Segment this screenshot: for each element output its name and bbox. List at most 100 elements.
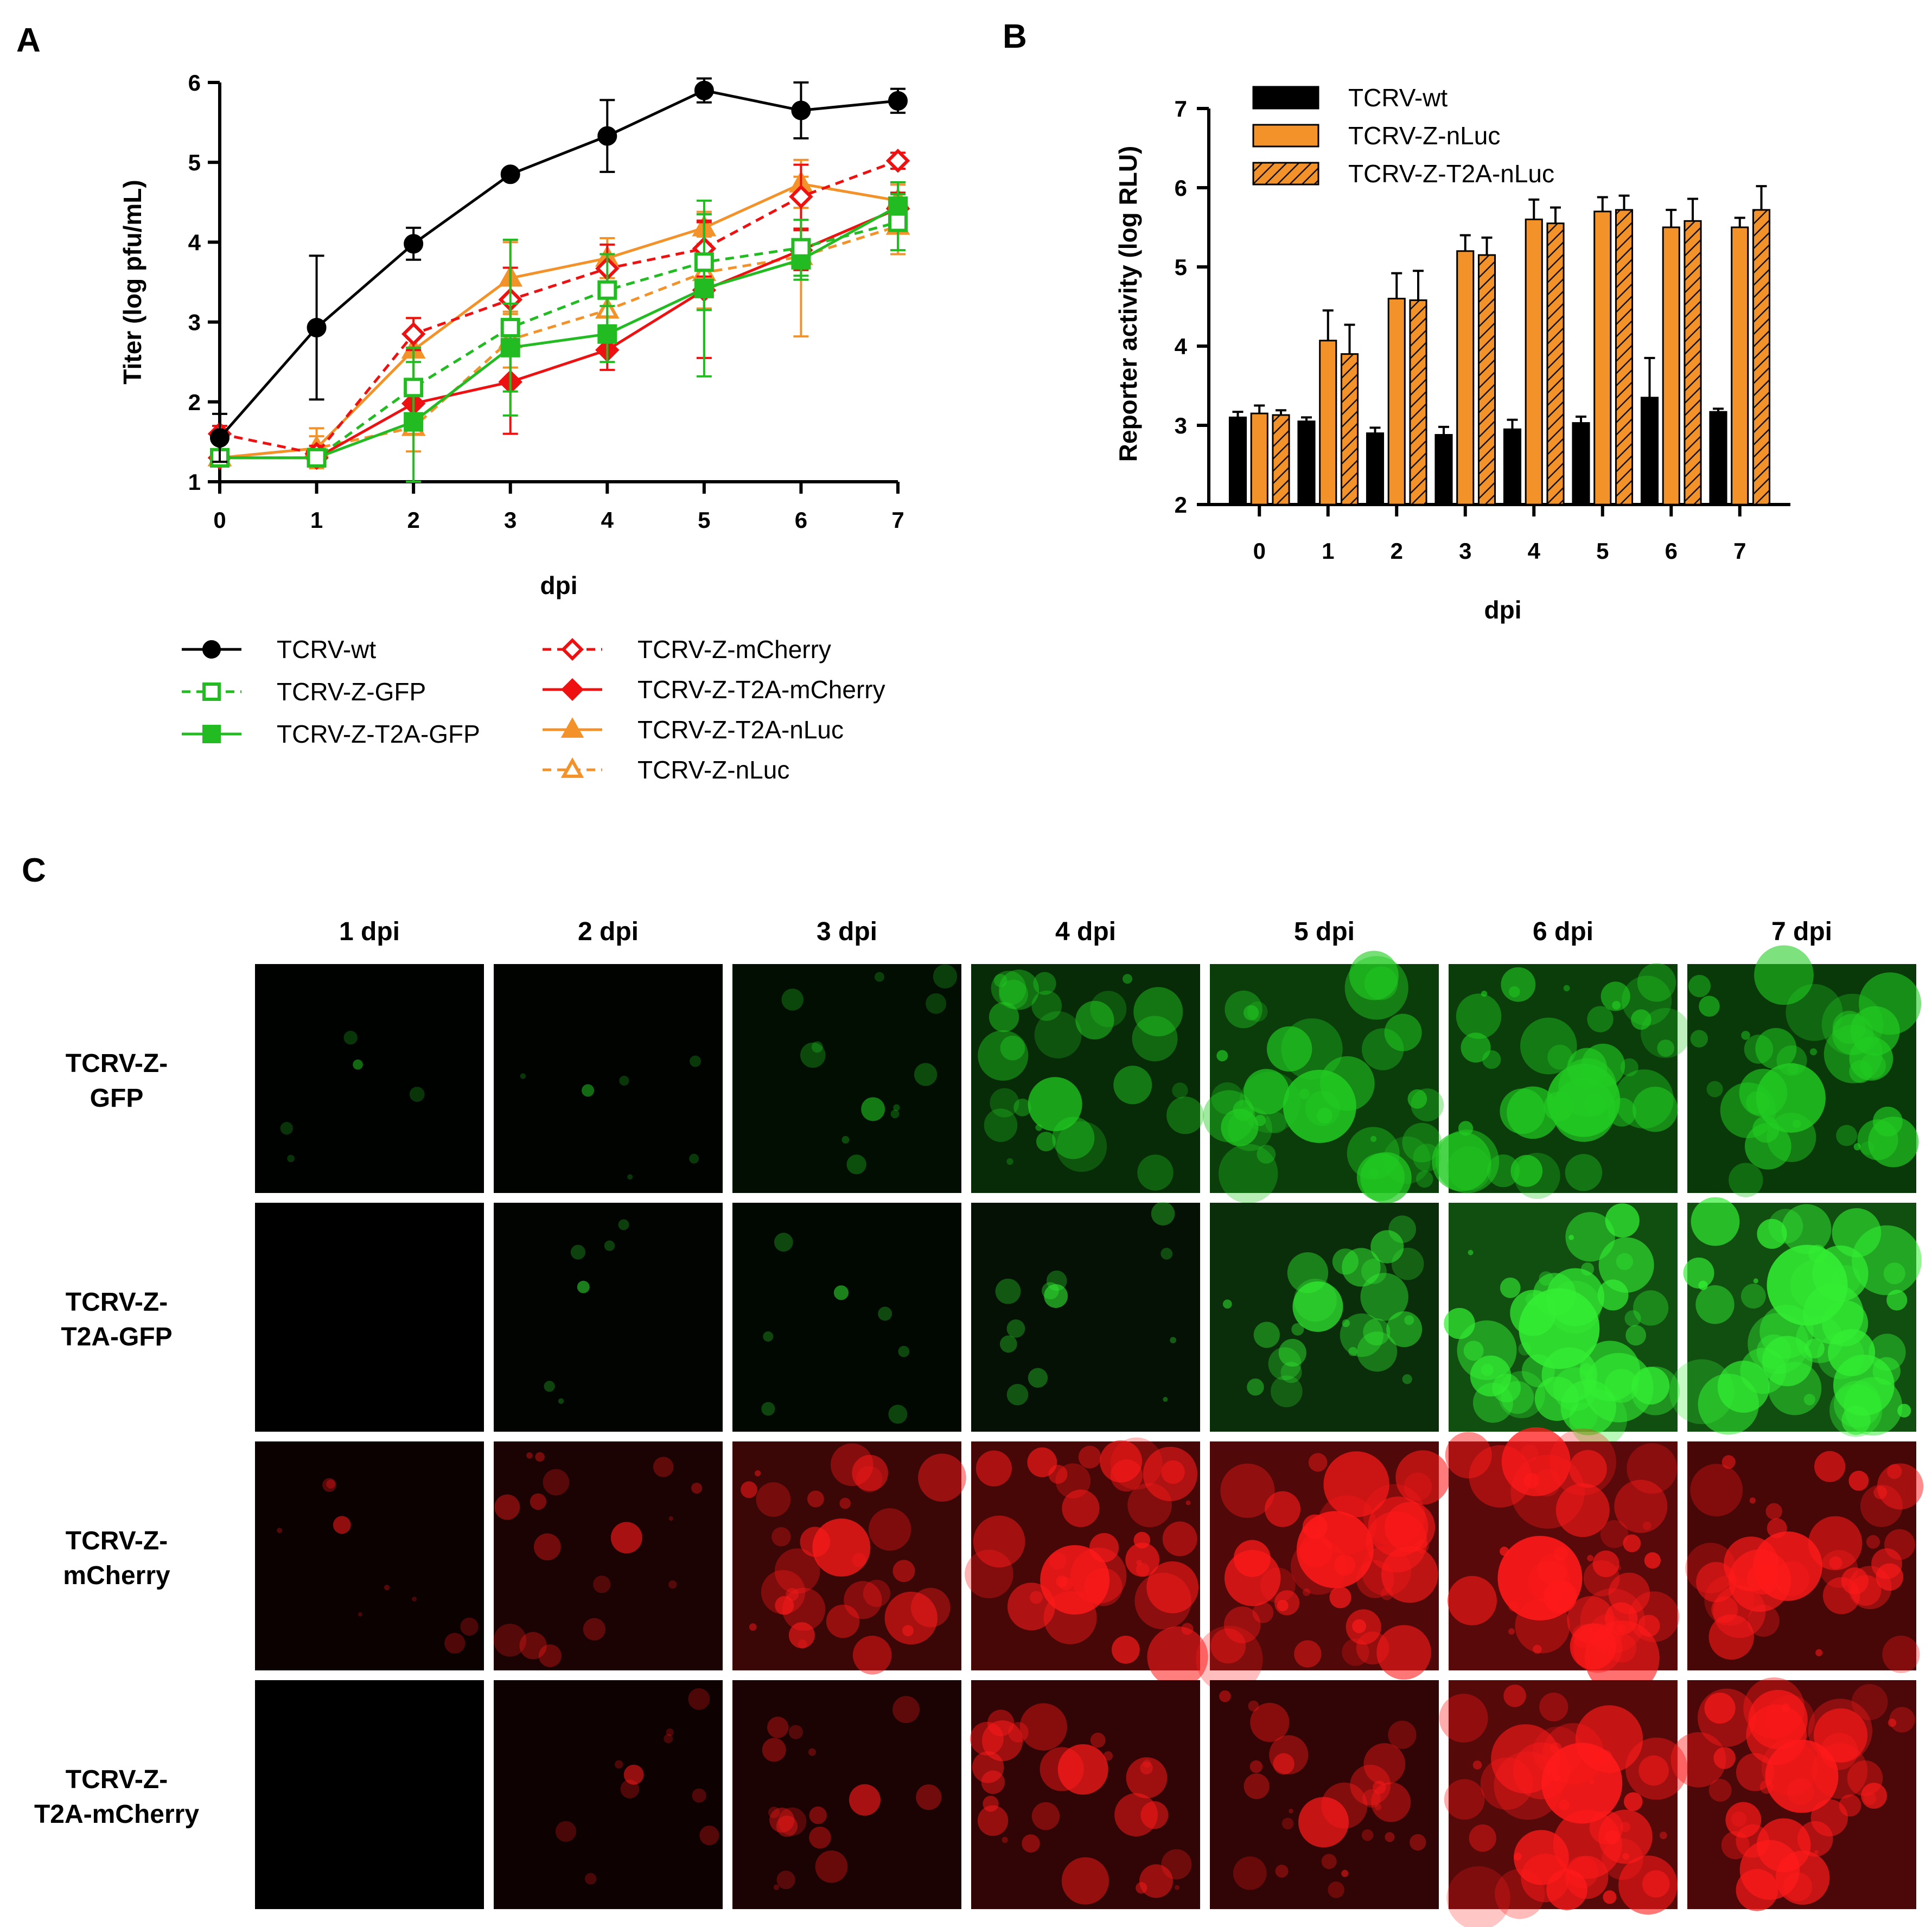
signal-blob (1813, 1708, 1868, 1763)
chart-b-y-tick-label: 3 (1175, 413, 1187, 438)
signal-blob (1748, 1689, 1808, 1750)
signal-blob (1132, 1016, 1178, 1062)
signal-blob (543, 1469, 570, 1496)
signal-blob (1439, 1694, 1488, 1743)
data-point (885, 149, 910, 173)
signal-blob (1414, 1539, 1429, 1554)
signal-blob (1161, 1849, 1192, 1880)
image-haze (971, 1203, 1200, 1432)
signal-blob (1510, 1454, 1585, 1529)
fluorescence-image (1432, 963, 1691, 1199)
signal-blob (973, 1515, 1025, 1568)
panel-c-letter: C (22, 852, 46, 889)
signal-blob (761, 1569, 806, 1615)
signal-blob (990, 1088, 1019, 1118)
signal-blob (1695, 1285, 1735, 1324)
signal-blob (1281, 1817, 1294, 1830)
signal-blob (614, 1760, 623, 1769)
signal-blob (1013, 1099, 1031, 1116)
fluorescence-image (965, 1437, 1208, 1688)
signal-blob (769, 1807, 795, 1833)
chart-b-y-tick-label: 5 (1175, 254, 1187, 280)
fluorescence-image (494, 1203, 723, 1432)
signal-blob (910, 1587, 951, 1628)
signal-blob (1706, 1081, 1723, 1098)
signal-blob (583, 1618, 606, 1641)
signal-blob (1697, 1688, 1756, 1747)
bar-tcrv-wt (1640, 397, 1659, 506)
signal-blob (918, 1453, 966, 1502)
signal-focus (1756, 1063, 1826, 1133)
signal-blob (1143, 1759, 1151, 1768)
signal-blob (1644, 1552, 1661, 1569)
signal-blob (1146, 1561, 1199, 1613)
signal-blob (839, 1497, 851, 1509)
bar-tcrv-z-nluc (1525, 218, 1543, 506)
microscopy-grid: 1 dpi 2 dpi 3 dpi 4 dpi 5 dpi 6 dpi 7 dpi TCRV-… (34, 917, 1924, 1927)
signal-blob (558, 1398, 564, 1404)
chart-a-x-tick-label: 7 (891, 507, 904, 533)
signal-blob (1553, 1810, 1622, 1879)
bar-tcrv-wt (1503, 428, 1522, 506)
signal-blob (774, 1548, 820, 1594)
signal-blob (1510, 1154, 1543, 1187)
signal-blob (1048, 1464, 1068, 1484)
signal-blob (1125, 1542, 1160, 1577)
bar-tcrv-z-nluc (1593, 210, 1612, 506)
signal-focus (1028, 1077, 1082, 1132)
signal-blob (1598, 1237, 1654, 1293)
signal-blob (749, 1623, 757, 1631)
signal-blob (1111, 1635, 1140, 1664)
bar-tcrv-wt (1228, 416, 1247, 506)
chart-a-y-tick-label: 2 (188, 390, 201, 415)
fluorescence-image (1439, 1680, 1688, 1927)
signal-focus (333, 1516, 351, 1534)
chart-b-legend: TCRV-wt TCRV-Z-nLuc TCRV-Z-T2A-nLuc (1252, 84, 1554, 188)
legend-marker (202, 682, 221, 701)
signal-blob (1851, 1684, 1888, 1720)
signal-blob (1622, 975, 1672, 1026)
legend-label: TCRV-Z-nLuc (1348, 122, 1500, 150)
signal-focus (1296, 1511, 1374, 1588)
signal-blob (494, 1494, 520, 1520)
bar-tcrv-z-t2a-nluc (1272, 414, 1290, 506)
signal-blob (535, 1452, 545, 1462)
signal-blob (1569, 1450, 1607, 1488)
signal-blob (593, 1575, 611, 1593)
bar-tcrv-z-t2a-nluc (1615, 209, 1634, 506)
image-haze (971, 964, 1200, 1193)
signal-blob (1361, 1829, 1374, 1841)
signal-blob (526, 1452, 533, 1459)
signal-blob (999, 1335, 1017, 1353)
signal-blob (666, 1728, 674, 1736)
signal-blob (1698, 1374, 1759, 1435)
signal-blob (1219, 1144, 1278, 1203)
signal-blob (1265, 1112, 1287, 1134)
column-header: 4 dpi (1055, 917, 1116, 946)
panel-a-letter: A (16, 22, 41, 59)
signal-blob (1291, 1323, 1304, 1336)
signal-blob (1275, 1865, 1289, 1878)
signal-blob (1690, 1030, 1708, 1048)
signal-blob (754, 1470, 761, 1477)
signal-blob (1022, 1834, 1040, 1853)
row-label: T2A-GFP (61, 1323, 172, 1351)
column-header: 3 dpi (817, 917, 877, 946)
signal-blob (1019, 1703, 1067, 1751)
signal-blob (1468, 1249, 1474, 1255)
column-header: 5 dpi (1294, 917, 1355, 946)
signal-blob (1783, 1872, 1813, 1902)
signal-blob (978, 1030, 1029, 1081)
signal-blob (1849, 1037, 1893, 1081)
signal-blob (1868, 1116, 1919, 1167)
signal-blob (1244, 1069, 1290, 1115)
signal-blob (1492, 1374, 1521, 1402)
signal-blob (1404, 1472, 1432, 1501)
signal-blob (1332, 1248, 1359, 1275)
signal-blob (811, 1041, 823, 1053)
bar-tcrv-z-nluc (1731, 226, 1749, 506)
fluorescence-image (732, 1441, 966, 1675)
signal-blob (1348, 1347, 1358, 1356)
